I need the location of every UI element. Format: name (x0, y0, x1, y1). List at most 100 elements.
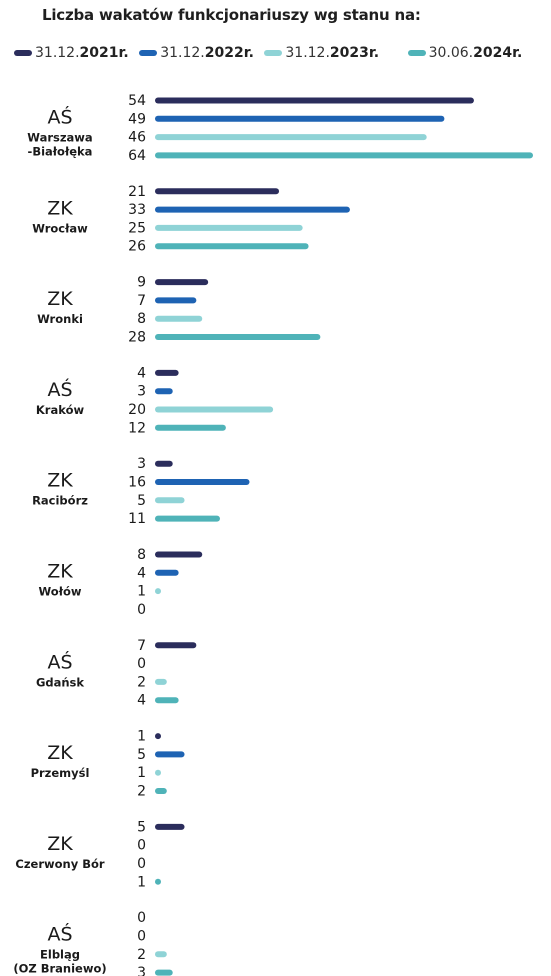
value-label: 46 (128, 130, 146, 146)
chart-title: Liczba wakatów funkcjonariuszy wg stanu … (42, 6, 421, 24)
bar (155, 206, 350, 213)
legend-swatch-2021 (14, 50, 32, 56)
legend-year: 2024 (473, 45, 513, 61)
bar (155, 751, 185, 758)
value-label: 3 (137, 456, 146, 472)
facility-name-label: Racibórz (32, 494, 88, 508)
value-label: 0 (137, 602, 146, 618)
group-9: AŚ Elbląg(OZ Braniewo) 0 0 2 3 (13, 910, 173, 976)
legend-date-prefix: 31.12. (35, 45, 80, 61)
facility-name-label: Warszawa (27, 130, 92, 144)
value-label: 64 (128, 148, 146, 164)
legend-year: 2023 (329, 45, 369, 61)
value-label: 20 (128, 402, 146, 418)
legend-swatch-2023 (264, 50, 283, 56)
value-label: 54 (128, 93, 146, 109)
facility-name-label: Elbląg (40, 948, 80, 962)
bar (155, 497, 185, 504)
bar (155, 733, 161, 740)
value-label: 1 (137, 729, 146, 745)
value-label: 12 (128, 420, 146, 436)
group-2: ZK Wronki 9 7 8 28 (37, 275, 321, 346)
facility-name-label: Wołów (39, 584, 82, 598)
bar (155, 334, 321, 340)
value-label: 5 (137, 493, 146, 509)
value-label: 1 (137, 765, 146, 781)
facility-name-label: Wrocław (32, 221, 88, 235)
bar (155, 515, 220, 522)
value-label: 7 (137, 638, 146, 654)
bar (155, 97, 474, 104)
bar (155, 788, 167, 794)
legend-item-2024: 30.06. 2024 r. (407, 45, 522, 61)
legend-suffix: r. (368, 45, 380, 61)
legend-item-2021: 31.12. 2021 r. (14, 45, 129, 61)
value-label: 0 (137, 910, 146, 926)
bar (155, 951, 167, 958)
value-label: 33 (128, 202, 146, 218)
legend-year: 2022 (204, 45, 244, 61)
value-label: 25 (128, 220, 146, 236)
facility-type-label: ZK (47, 560, 73, 582)
bar (155, 878, 161, 885)
facility-name-label: (OZ Braniewo) (13, 962, 106, 976)
facility-type-label: AŚ (47, 649, 72, 673)
facility-name-label: -Białołęka (28, 144, 93, 158)
legend-date-prefix: 30.06. (428, 45, 474, 61)
bar (155, 769, 161, 776)
value-label: 1 (137, 584, 146, 600)
value-label: 3 (137, 965, 146, 976)
chart-legend: 31.12. 2021 r. 31.12. 2022 r. 31.12. 2023 r… (14, 44, 522, 61)
bar (155, 823, 185, 830)
value-label: 9 (137, 275, 146, 291)
group-3: AŚ Kraków 4 3 20 12 (36, 365, 274, 436)
value-label: 8 (137, 547, 146, 563)
bar (155, 152, 533, 159)
group-5: ZK Wołów 8 4 1 0 (39, 547, 203, 618)
value-label: 21 (128, 184, 146, 200)
legend-swatch-2022 (139, 50, 158, 56)
value-label: 1 (137, 874, 146, 890)
facility-type-label: AŚ (47, 377, 72, 401)
bar (155, 678, 167, 685)
bar (155, 297, 197, 304)
group-4: ZK Racibórz 3 16 5 11 (32, 456, 250, 527)
value-label: 2 (137, 947, 146, 963)
value-label: 11 (128, 511, 146, 527)
bar (155, 243, 309, 250)
bar (155, 569, 179, 576)
value-label: 16 (128, 475, 146, 491)
value-label: 5 (137, 819, 146, 835)
bar (155, 134, 427, 141)
bar (155, 315, 203, 322)
group-0: AŚ Warszawa-Białołęka 54 49 46 64 (27, 93, 533, 164)
bar (155, 424, 226, 431)
value-label: 3 (137, 384, 146, 400)
value-label: 4 (137, 693, 146, 709)
legend-item-2023: 31.12. 2023 r. (264, 45, 379, 61)
bar (155, 642, 197, 649)
bar (155, 969, 173, 976)
facility-name-label: Przemyśl (31, 766, 90, 780)
facility-type-label: AŚ (47, 104, 72, 128)
value-label: 28 (128, 330, 146, 346)
value-label: 5 (137, 747, 146, 763)
facility-type-label: ZK (47, 833, 73, 855)
value-label: 0 (137, 856, 146, 872)
facility-type-label: AŚ (47, 922, 72, 946)
bar (155, 388, 173, 395)
legend-suffix: r. (243, 45, 254, 61)
bar (155, 551, 203, 558)
group-8: ZK Czerwony Bór 5 0 0 1 (15, 819, 185, 890)
legend-date-prefix: 31.12. (285, 45, 330, 61)
value-label: 49 (128, 111, 146, 127)
legend-suffix: r. (118, 45, 129, 61)
bar (155, 369, 179, 376)
legend-item-2022: 31.12. 2022 r. (139, 45, 254, 61)
group-7: ZK Przemyśl 1 5 1 2 (31, 729, 185, 800)
value-label: 26 (128, 239, 146, 255)
value-label: 4 (137, 365, 146, 381)
value-label: 0 (137, 929, 146, 945)
bar (155, 188, 280, 195)
